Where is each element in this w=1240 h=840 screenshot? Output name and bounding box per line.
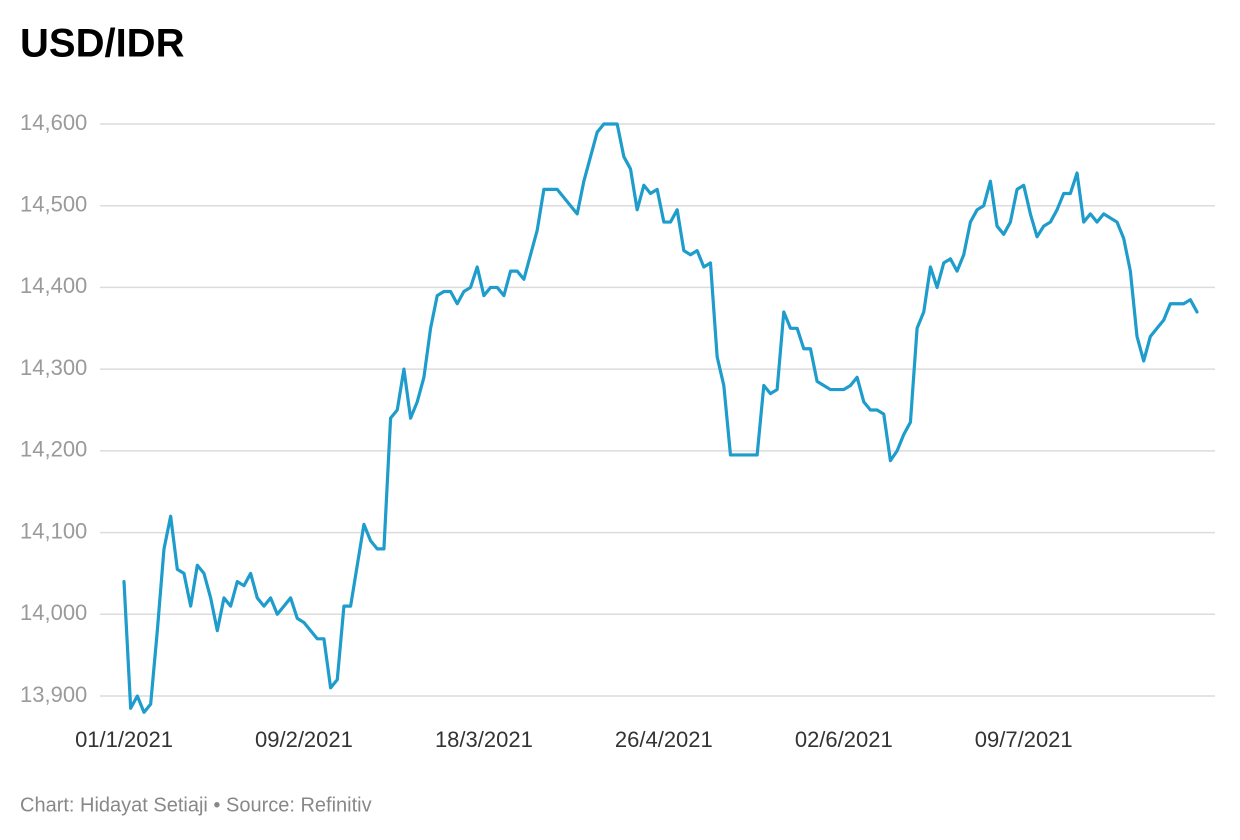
chart-title: USD/IDR	[20, 22, 185, 66]
x-tick-label: 01/1/2021	[75, 727, 173, 752]
y-tick-label: 14,400	[20, 273, 87, 298]
y-tick-label: 13,900	[20, 682, 87, 707]
price-line	[122, 122, 1199, 714]
x-tick-label: 02/6/2021	[795, 727, 893, 752]
x-tick-label: 18/3/2021	[435, 727, 533, 752]
x-tick-label: 09/2/2021	[255, 727, 353, 752]
y-tick-label: 14,000	[20, 600, 87, 625]
x-tick-label: 26/4/2021	[615, 727, 713, 752]
y-tick-label: 14,100	[20, 518, 87, 543]
x-tick-label: 09/7/2021	[975, 727, 1073, 752]
y-tick-label: 14,600	[20, 110, 87, 135]
y-tick-label: 14,500	[20, 192, 87, 217]
y-tick-label: 14,200	[20, 437, 87, 462]
y-tick-label: 14,300	[20, 355, 87, 380]
source-note: Chart: Hidayat Setiaji • Source: Refinit…	[20, 794, 372, 816]
